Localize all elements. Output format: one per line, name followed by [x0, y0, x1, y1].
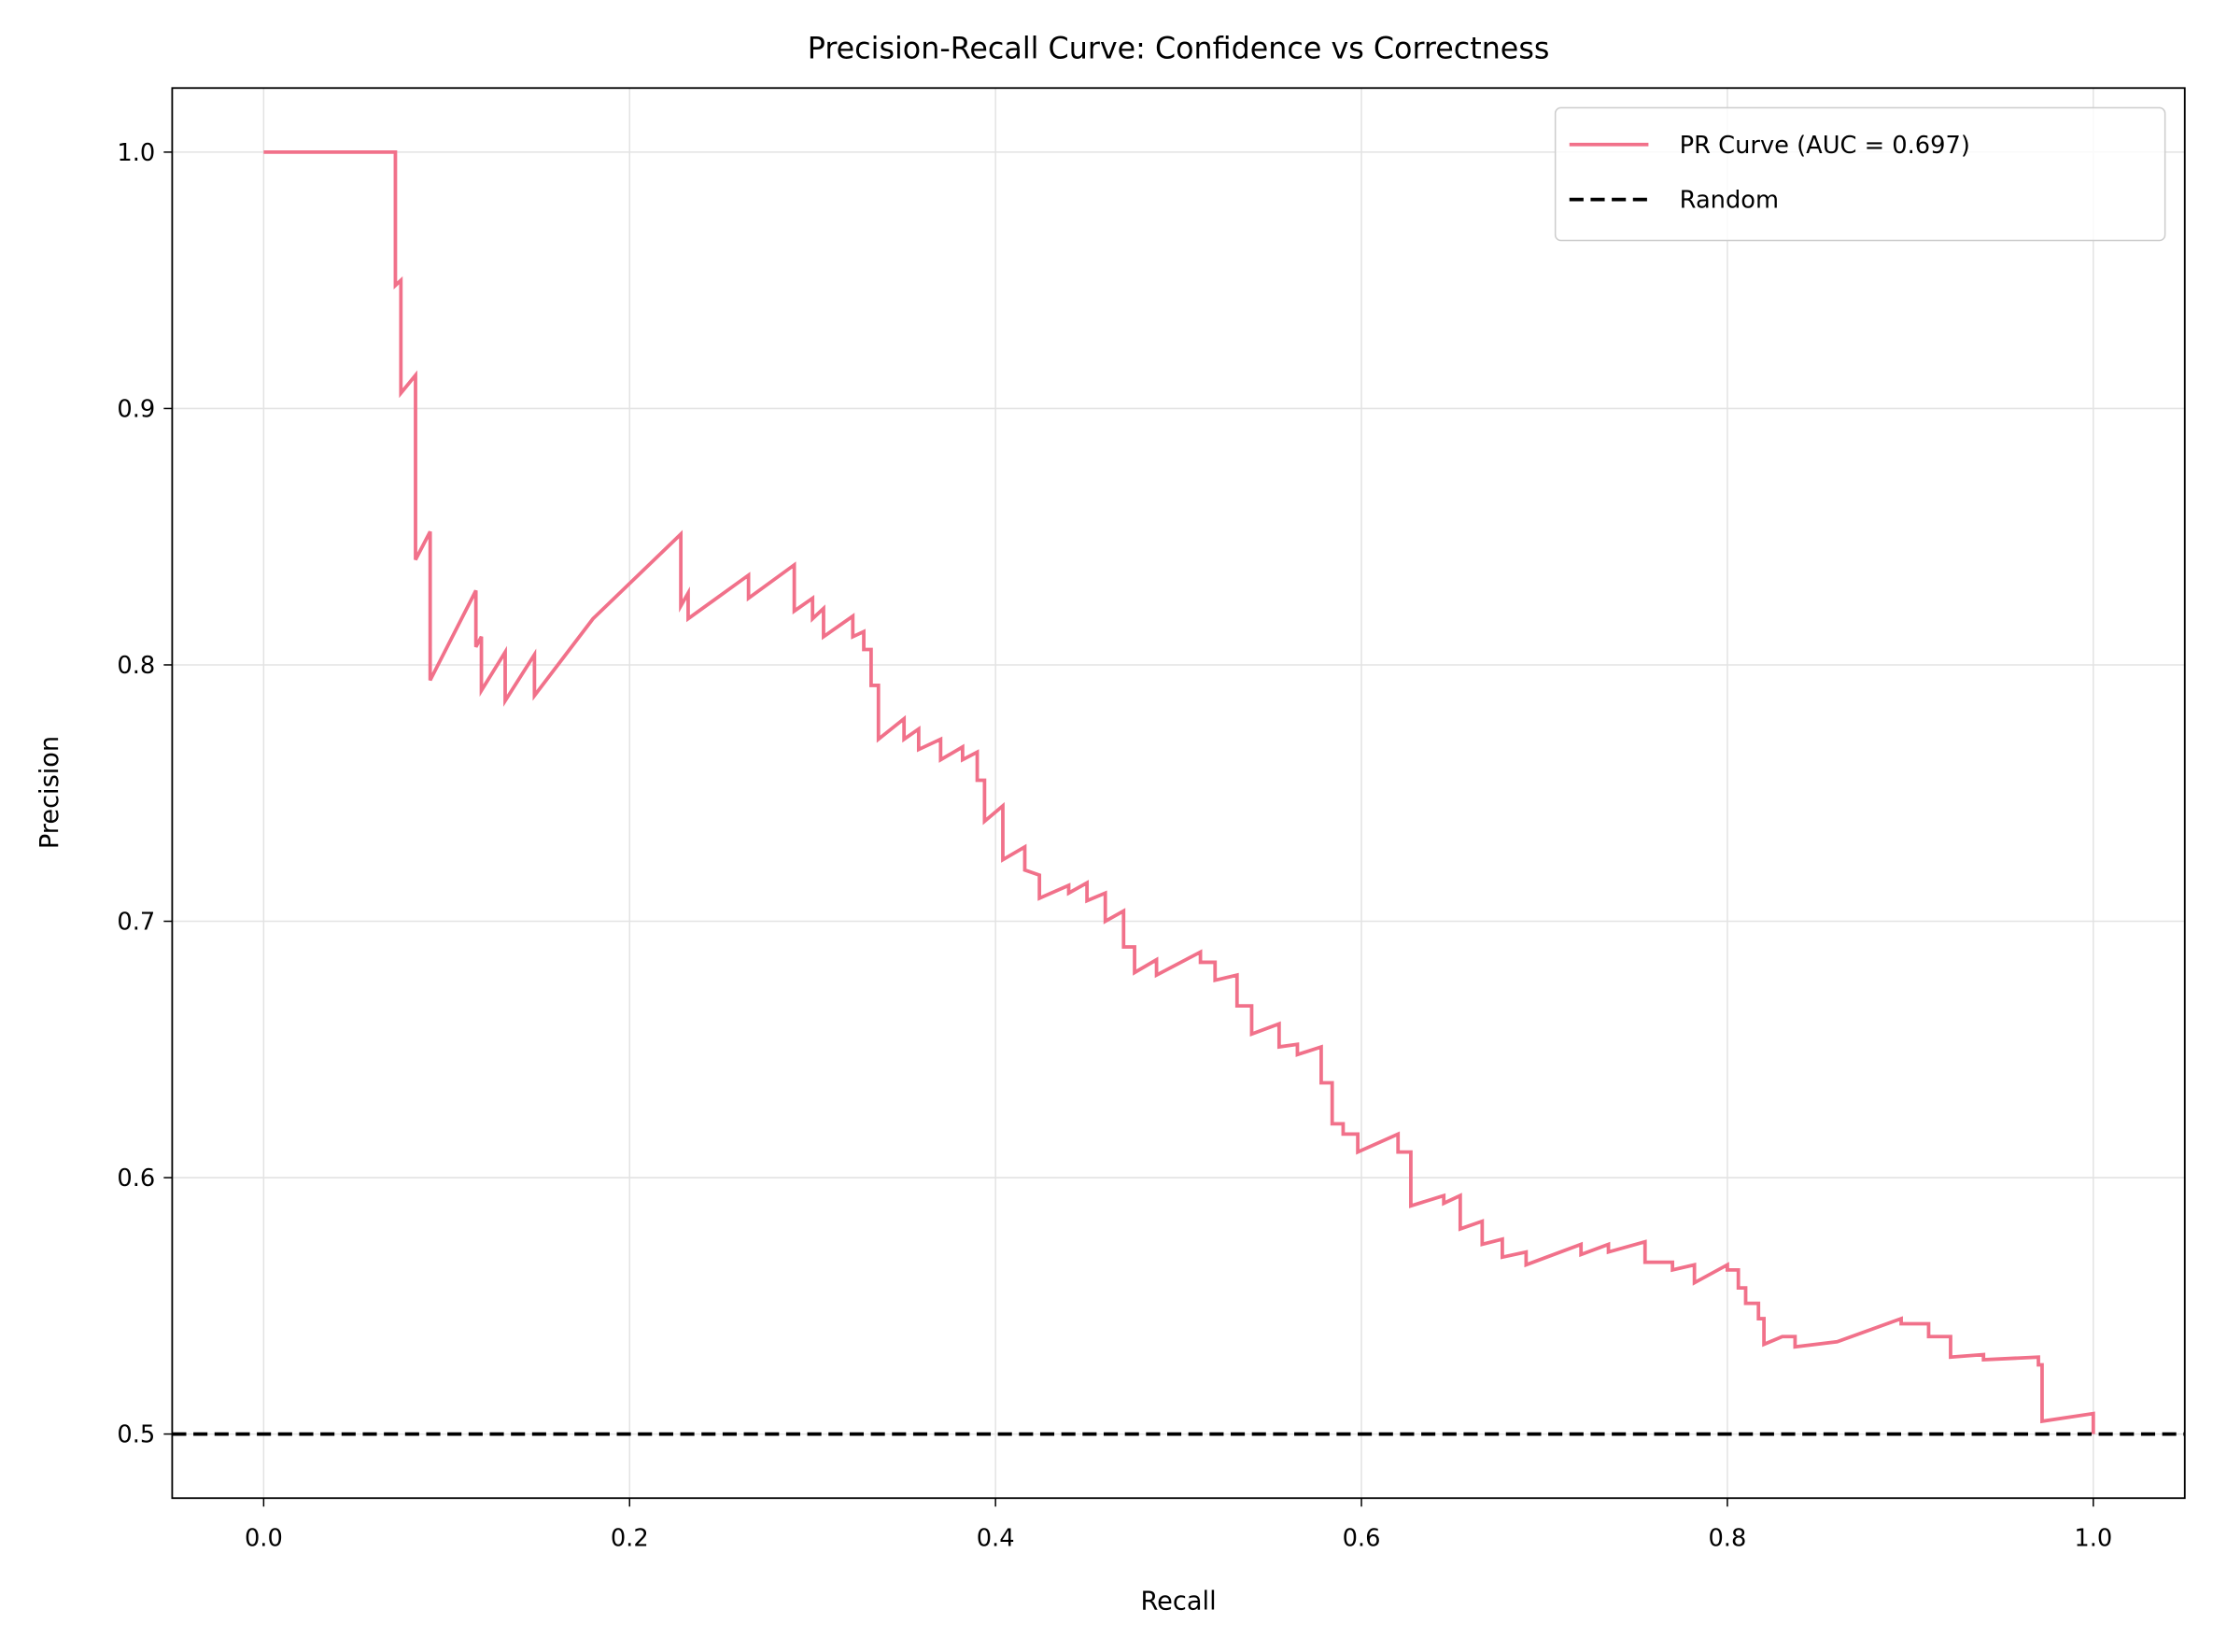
y-tick-label: 0.9	[117, 396, 155, 424]
y-tick-label: 1.0	[117, 139, 155, 167]
x-tick-label: 0.6	[1343, 1525, 1381, 1553]
x-axis-label: Recall	[1141, 1588, 1217, 1617]
y-axis-label: Precision	[35, 736, 64, 849]
y-tick-label: 0.8	[117, 652, 155, 680]
y-tick-label: 0.5	[117, 1421, 155, 1449]
legend-label: PR Curve (AUC = 0.697)	[1680, 132, 1970, 160]
legend-label: Random	[1680, 187, 1779, 215]
y-tick-label: 0.7	[117, 909, 155, 937]
x-tick-label: 0.4	[977, 1525, 1015, 1553]
chart-title: Precision-Recall Curve: Confidence vs Co…	[808, 32, 1550, 65]
legend-box	[1554, 106, 2166, 242]
x-tick-label: 0.0	[245, 1525, 283, 1553]
x-tick-label: 0.8	[1708, 1525, 1746, 1553]
x-tick-label: 0.2	[611, 1525, 649, 1553]
axes-frame	[171, 87, 2186, 1500]
pr-curve	[263, 150, 2095, 1434]
y-tick-label: 0.6	[117, 1165, 155, 1193]
x-tick-label: 1.0	[2074, 1525, 2112, 1553]
